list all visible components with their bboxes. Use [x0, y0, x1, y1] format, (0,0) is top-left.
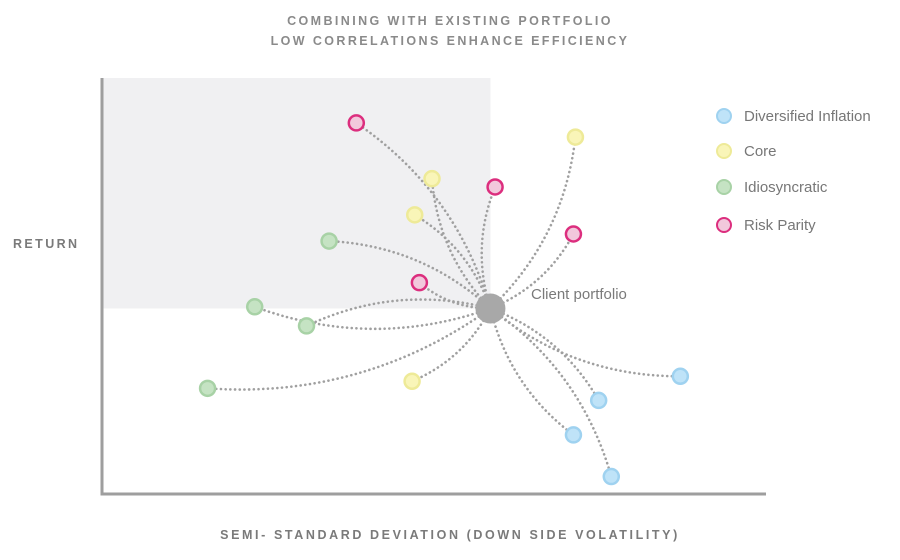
point-idiosyncratic-2 — [245, 298, 264, 316]
connector-diversified-inflation-1 — [489, 307, 682, 378]
point-idiosyncratic-4 — [198, 379, 217, 398]
chart-title-line-1: COMBINING WITH EXISTING PORTFOLIO — [287, 14, 613, 28]
legend-swatch-idiosyncratic — [716, 179, 732, 195]
point-core-3 — [405, 206, 424, 224]
legend-swatch-core — [716, 143, 732, 159]
y-axis-label: RETURN — [13, 237, 80, 251]
point-core-2 — [423, 169, 441, 188]
connector-core-1 — [489, 135, 577, 310]
x-axis-label: SEMI- STANDARD DEVIATION (DOWN SIDE VOLA… — [220, 528, 680, 542]
point-diversified-inflation-2 — [589, 391, 608, 410]
point-risk-parity-4 — [410, 273, 429, 292]
point-idiosyncratic-3 — [297, 317, 316, 335]
point-diversified-inflation-3 — [564, 426, 583, 444]
connector-risk-parity-1 — [355, 121, 492, 310]
legend-label-idiosyncratic: Idiosyncratic — [744, 178, 828, 196]
point-risk-parity-1 — [347, 114, 366, 132]
point-risk-parity-3 — [564, 225, 583, 243]
connector-idiosyncratic-2 — [253, 305, 492, 331]
client-portfolio-label: Client portfolio — [531, 286, 627, 303]
point-diversified-inflation-1 — [671, 367, 690, 386]
point-diversified-inflation-4 — [602, 467, 621, 486]
point-core-1 — [566, 128, 585, 146]
chart-plot — [100, 78, 766, 496]
connector-diversified-inflation-2 — [489, 307, 600, 402]
connector-risk-parity-3 — [489, 232, 575, 310]
connector-idiosyncratic-1 — [327, 239, 492, 310]
legend-swatch-diversified-inflation — [716, 108, 732, 124]
legend-item-idiosyncratic: Idiosyncratic — [716, 176, 827, 198]
point-idiosyncratic-1 — [320, 232, 338, 250]
connector-diversified-inflation-3 — [489, 307, 575, 437]
connector-idiosyncratic-4 — [206, 307, 492, 391]
point-core-4 — [403, 372, 421, 391]
connector-idiosyncratic-3 — [305, 298, 492, 328]
point-risk-parity-2 — [486, 178, 504, 196]
legend-item-core: Core — [716, 140, 777, 162]
legend-swatch-risk-parity — [716, 217, 732, 233]
legend-item-diversified-inflation: Diversified Inflation — [716, 105, 871, 127]
legend-label-risk-parity: Risk Parity — [744, 216, 816, 234]
shaded-region — [102, 78, 491, 309]
chart-title-line-2: LOW CORRELATIONS ENHANCE EFFICIENCY — [270, 34, 630, 48]
legend-label-core: Core — [744, 142, 777, 160]
connector-core-4 — [410, 307, 492, 383]
client-portfolio-marker — [475, 293, 506, 324]
legend-label-diversified-inflation: Diversified Inflation — [744, 107, 871, 125]
legend-item-risk-parity: Risk Parity — [716, 214, 816, 236]
